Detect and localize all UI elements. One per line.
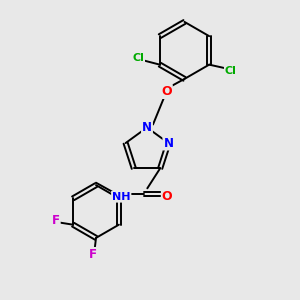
Text: Cl: Cl: [225, 66, 237, 76]
Text: NH: NH: [112, 192, 130, 202]
Text: F: F: [89, 248, 97, 261]
Text: F: F: [52, 214, 60, 227]
Text: O: O: [162, 190, 172, 203]
Text: N: N: [164, 136, 173, 149]
Text: N: N: [142, 121, 152, 134]
Text: Cl: Cl: [132, 53, 144, 63]
Text: O: O: [161, 85, 172, 98]
